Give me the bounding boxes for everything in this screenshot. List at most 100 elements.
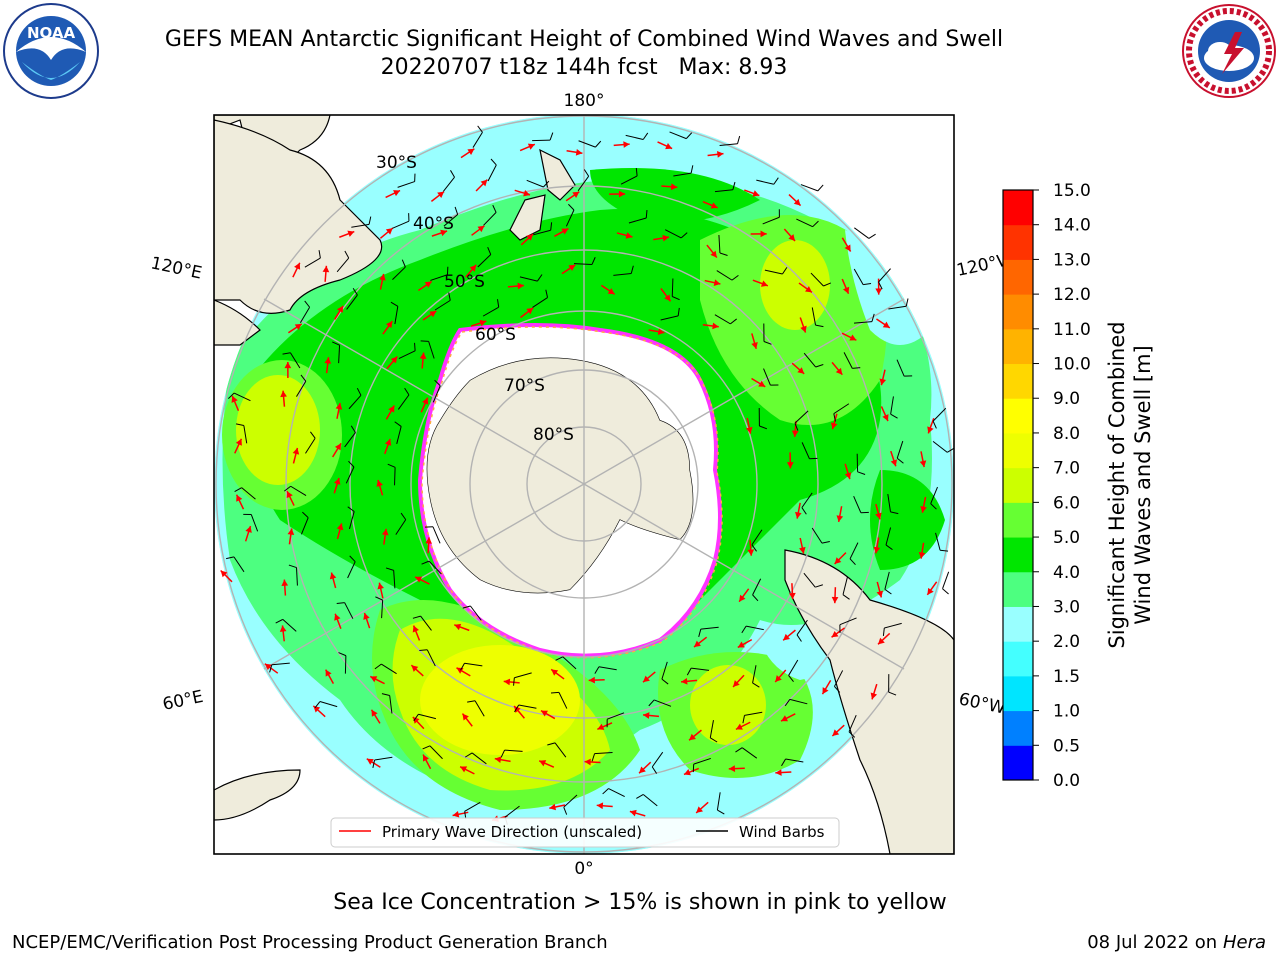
wind-barb-shaft [843,352,853,369]
graticule [215,115,953,854]
wind-barb-shaft [474,700,485,717]
wind-barb-flag [381,693,390,697]
wind-barb-flag [310,431,316,439]
wave-arrow-head [752,190,760,197]
wind-barb-flag [685,132,693,139]
wind-barb-flag [849,558,856,566]
wind-barb-shaft [932,407,947,422]
colorbar-segment [1003,259,1033,295]
wind-barb-flag [235,423,244,427]
wind-barb-shaft [397,181,415,188]
wind-barb-shaft [887,493,891,512]
wind-barb-flag [842,594,850,600]
wind-barb-shaft [785,758,804,763]
wave-arrow-head [386,321,393,329]
wave-arrow-head [429,311,437,318]
wind-barb-flag [940,549,949,552]
wind-barb-shaft [745,625,764,631]
wave-arrow-head [480,179,488,187]
wind-barb-flag [450,170,455,178]
wind-barb-shaft [796,218,813,228]
wind-barb-shaft [800,184,819,192]
wave-arrow-head [681,677,688,685]
wave-arrow-head [696,806,704,813]
wave-arrow-head [235,438,242,446]
wind-barb-shaft [888,305,907,310]
colorbar-tick-label: 7.0 [1053,459,1080,479]
wind-barb-shaft [398,350,416,360]
colorbar-tick-label: 1.5 [1053,667,1080,687]
wind-barb-shaft [295,567,298,586]
wind-barb-shaft [853,496,862,513]
wind-barb-flag [833,413,836,422]
footer-date-text: 08 Jul 2022 on [1087,932,1223,953]
wave-arrow-head [625,232,633,239]
wind-barb-flag [332,341,340,346]
wind-barb-shaft [429,745,443,760]
wave-arrow-head [775,675,782,682]
map-title: GEFS MEAN Antarctic Significant Height o… [164,27,1004,52]
wind-barb-shaft [608,788,625,797]
wind-barb-shaft [716,270,733,281]
wind-barb-shaft [428,341,435,359]
wind-barb-shaft [719,143,738,147]
wave-arrow-head [456,667,464,674]
colorbar-segment [1003,745,1033,781]
wave-arrow-head [294,323,302,331]
colorbar-segment [1003,710,1033,746]
wind-barb-flag [732,181,736,190]
wind-barb-shaft [471,752,487,765]
wave-arrow-head [452,810,460,818]
wind-barb-shaft [533,229,551,236]
wave-arrow-head [760,280,768,287]
lon-label-120e: 120°E [149,253,204,283]
colorbar-segment [1003,224,1033,260]
wind-barb-shaft [620,175,638,185]
wind-barb-flag [226,556,235,560]
lat-label-70s: 70°S [504,376,545,396]
wind-barb-shaft [374,756,393,761]
wind-barb-flag [741,625,747,634]
wave-arrow-head [425,537,433,544]
wind-barb-shaft [250,514,259,532]
wave-arrow-head [783,633,790,641]
wave-arrow-head [469,264,477,272]
wave-arrow-head [527,143,535,150]
wind-barb-flag [394,421,402,427]
wind-barb-flag [751,544,757,552]
wind-barb-shaft [661,661,668,680]
wave-arrow-head [597,723,605,730]
wind-barb-flag [759,425,768,430]
wave-arrow-head [286,491,293,499]
colorbar-tick-label: 2.0 [1053,632,1080,652]
wave-arrow-head [393,190,401,197]
wind-barb-shaft [789,698,808,705]
wind-barb-flag [882,627,885,637]
lon-label-60e: 60°E [161,687,205,715]
wind-barb-flag [817,184,824,192]
wave-arrow-head [875,288,883,295]
colorbar-segment [1003,502,1033,538]
wave-arrow-head [876,590,884,598]
wind-barb-flag [947,447,954,453]
wave-arrow-head [347,230,355,237]
wave-arrow-head [927,426,934,434]
wave-arrow-head [805,286,812,293]
wave-arrow-head [334,613,341,621]
wave-arrow-head [800,325,807,333]
colorbar-tick-label: 12.0 [1053,285,1091,305]
wind-barb-shaft [642,794,658,807]
wind-barb-shaft [299,306,311,323]
wind-barb-flag [890,511,899,515]
wind-barb-flag [782,267,788,275]
wind-barb-shaft [420,615,432,631]
wind-barb-shaft [562,656,577,670]
wind-barb-flag [583,169,590,177]
wave-arrow-head [479,319,487,327]
wind-barb-flag [490,158,497,166]
wind-barb-flag [719,252,728,256]
wave-arrow-head [381,528,389,536]
wave-arrow-head [523,189,531,197]
wind-barb-flag [563,806,568,815]
wind-barb-shaft [853,321,873,324]
